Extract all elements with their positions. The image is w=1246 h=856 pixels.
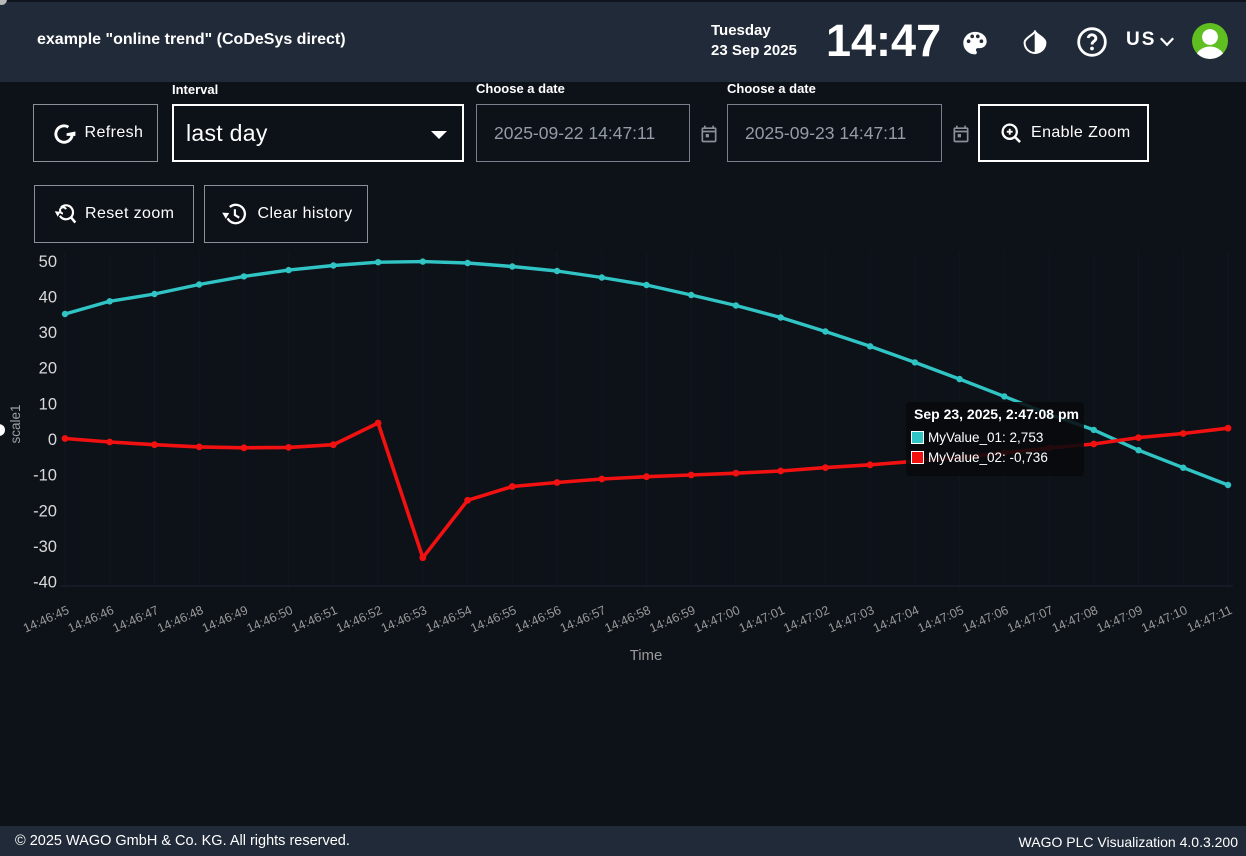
svg-text:40: 40 <box>39 288 57 306</box>
svg-text:14:46:45: 14:46:45 <box>21 603 71 636</box>
svg-text:10: 10 <box>39 395 57 413</box>
svg-text:30: 30 <box>39 324 57 342</box>
svg-text:14:46:55: 14:46:55 <box>468 603 518 636</box>
svg-text:50: 50 <box>39 253 57 271</box>
svg-text:14:47:09: 14:47:09 <box>1095 603 1145 636</box>
svg-text:14:47:02: 14:47:02 <box>781 603 831 636</box>
svg-text:14:47:10: 14:47:10 <box>1139 603 1189 636</box>
svg-text:-40: -40 <box>33 574 57 592</box>
svg-text:14:46:56: 14:46:56 <box>513 603 563 636</box>
svg-text:-30: -30 <box>33 538 57 556</box>
svg-text:14:46:47: 14:46:47 <box>111 603 161 636</box>
svg-text:14:46:53: 14:46:53 <box>379 603 429 636</box>
svg-text:0: 0 <box>48 431 57 449</box>
svg-text:20: 20 <box>39 360 57 378</box>
svg-text:14:47:04: 14:47:04 <box>871 603 921 636</box>
svg-text:14:47:00: 14:47:00 <box>692 603 742 636</box>
svg-text:14:47:11: 14:47:11 <box>1185 603 1234 635</box>
svg-text:-10: -10 <box>33 467 57 485</box>
svg-text:14:46:58: 14:46:58 <box>603 603 653 636</box>
svg-text:scale1: scale1 <box>8 404 23 443</box>
svg-text:14:46:46: 14:46:46 <box>66 603 116 636</box>
svg-text:14:46:59: 14:46:59 <box>647 603 697 636</box>
svg-text:14:46:50: 14:46:50 <box>245 603 295 636</box>
svg-text:14:47:06: 14:47:06 <box>960 603 1010 636</box>
svg-text:14:47:05: 14:47:05 <box>916 603 966 636</box>
svg-text:14:46:48: 14:46:48 <box>155 603 205 636</box>
svg-text:14:46:49: 14:46:49 <box>200 603 250 636</box>
svg-text:14:47:01: 14:47:01 <box>737 603 787 636</box>
svg-text:14:47:03: 14:47:03 <box>826 603 876 636</box>
svg-text:-20: -20 <box>33 502 57 520</box>
svg-text:14:47:07: 14:47:07 <box>1005 603 1055 636</box>
svg-text:14:46:52: 14:46:52 <box>334 603 384 636</box>
svg-text:14:46:57: 14:46:57 <box>558 603 608 636</box>
svg-text:14:46:51: 14:46:51 <box>289 603 339 636</box>
svg-text:14:47:08: 14:47:08 <box>1050 603 1100 636</box>
svg-text:Time: Time <box>630 647 663 664</box>
svg-text:14:46:54: 14:46:54 <box>424 603 474 636</box>
